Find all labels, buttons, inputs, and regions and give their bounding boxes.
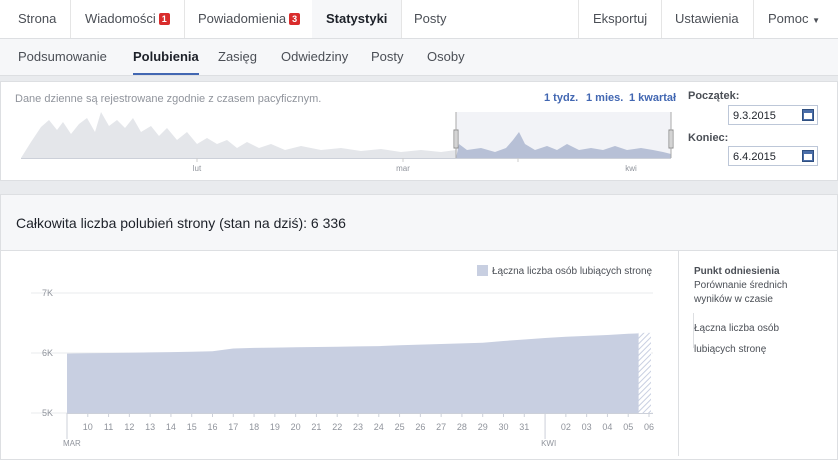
area — [67, 332, 649, 413]
start-input[interactable]: 9.3.2015 — [728, 105, 818, 125]
end-date: 6.4.2015 — [733, 151, 776, 163]
divider — [678, 251, 679, 456]
nav-label: Ustawienia — [675, 11, 739, 26]
nav-label: Strona — [18, 11, 57, 26]
x-tick-label: 23 — [353, 422, 363, 432]
x-tick-label: 06 — [644, 422, 654, 432]
x-tick-label: 25 — [395, 422, 405, 432]
overview-area — [21, 112, 456, 158]
side-item[interactable]: Łączna liczba osób lubiących stronę — [694, 323, 780, 355]
nav-label: Posty — [414, 11, 447, 26]
side-subtitle: Porównanie średnich wyników w czasie — [694, 280, 788, 305]
x-tick-label: 03 — [582, 422, 592, 432]
tab[interactable]: Podsumowanie — [18, 49, 107, 64]
x-tick-label: 04 — [602, 422, 612, 432]
x-tick-label: 29 — [478, 422, 488, 432]
calendar-icon[interactable] — [802, 109, 814, 121]
x-tick-label: 14 — [166, 422, 176, 432]
nav-item[interactable]: Statystyki — [312, 0, 403, 38]
y-tick-label: 7K — [42, 288, 53, 298]
x-tick-label: 17 — [228, 422, 238, 432]
x-tick-label: 24 — [374, 422, 384, 432]
start-date: 9.3.2015 — [733, 110, 776, 122]
nav-item[interactable]: Wiadomości 1 — [71, 0, 185, 38]
side-title: Punkt odniesienia — [694, 266, 780, 277]
chart: 5K 6K 7K Łączna liczba osób lubiących stron… — [31, 265, 654, 448]
range-preset[interactable]: 1 kwartał — [629, 92, 677, 104]
tab[interactable]: Osoby — [427, 49, 465, 64]
x-tick-label: 20 — [291, 422, 301, 432]
nav-item[interactable]: Powiadomienia 3 — [184, 0, 316, 38]
x-tick-label: 02 — [561, 422, 571, 432]
legend-label: Łączna liczba osób lubiących stronę — [492, 266, 653, 277]
x-tick-label: 18 — [249, 422, 259, 432]
x-tick-label: 11 — [104, 422, 113, 432]
y-tick-label: 6K — [42, 348, 53, 358]
chart-panel: 5K 6K 7K Łączna liczba osób lubiących stron… — [0, 250, 838, 460]
month-label: KWI — [541, 439, 556, 448]
nav-label: Pomoc — [768, 11, 809, 26]
top-nav: Strona Wiadomości 1 Powiadomienia 3 Statys… — [0, 0, 838, 39]
total-text: Całkowita liczba polubień strony (stan n… — [16, 215, 346, 231]
x-tick-label: 31 — [519, 422, 529, 432]
tab[interactable]: Zasięg — [218, 49, 258, 64]
nav-label: Statystyki — [326, 11, 388, 26]
nav-item[interactable]: Posty — [400, 0, 461, 38]
x-tick-label: 22 — [332, 422, 342, 432]
range-preset[interactable]: 1 mies. — [586, 92, 624, 104]
range-preset[interactable]: 1 tydz. — [544, 92, 579, 104]
x-tick-label: 16 — [207, 422, 217, 432]
x-tick-label: 05 — [623, 422, 633, 432]
start-label: Początek: — [688, 90, 740, 102]
overview-month: lut — [193, 164, 202, 173]
nav-label: Eksportuj — [593, 11, 648, 26]
x-tick-label: 10 — [83, 422, 93, 432]
nav-item[interactable]: Strona — [4, 0, 72, 38]
tab[interactable]: Posty — [371, 49, 404, 64]
nav-label: Powiadomienia — [198, 11, 287, 26]
x-tick-label: 21 — [311, 422, 321, 432]
badge: 3 — [289, 13, 301, 25]
sub-nav: Podsumowanie Polubienia Zasięg Odwiedzin… — [0, 39, 838, 76]
calendar-icon[interactable] — [802, 150, 814, 162]
nav-item[interactable]: Pomoc ▼ — [768, 11, 821, 26]
badge: 1 — [158, 13, 170, 25]
x-tick-label: 26 — [415, 422, 425, 432]
x-tick-label: 13 — [145, 422, 155, 432]
incomplete-day — [638, 332, 651, 413]
month-label: MAR — [63, 439, 81, 448]
overview-month: mar — [396, 164, 410, 173]
x-tick-label: 12 — [124, 422, 134, 432]
total-panel: Całkowita liczba polubień strony (stan n… — [0, 194, 838, 251]
y-tick-label: 5K — [42, 408, 53, 418]
overview-area-selected — [456, 132, 671, 158]
x-tick-label: 30 — [498, 422, 508, 432]
overview-chart: lut mar kwi — [21, 112, 674, 173]
range-panel: Dane dzienne są rejestrowane zgodnie z c… — [0, 81, 838, 181]
nav-label: Wiadomości — [85, 11, 156, 26]
end-label: Koniec: — [688, 132, 729, 144]
side-divider — [693, 313, 694, 348]
x-tick-label: 27 — [436, 422, 446, 432]
tab[interactable]: Polubienia — [133, 39, 199, 75]
legend-swatch — [477, 265, 488, 276]
nav-item[interactable]: Eksportuj — [578, 0, 663, 38]
nav-item[interactable]: Ustawienia — [661, 0, 754, 38]
end-input[interactable]: 6.4.2015 — [728, 146, 818, 166]
tab[interactable]: Odwiedziny — [281, 49, 349, 64]
x-tick-label: 28 — [457, 422, 467, 432]
x-tick-label: 15 — [187, 422, 197, 432]
note: Dane dzienne są rejestrowane zgodnie z c… — [15, 93, 322, 105]
x-tick-label: 19 — [270, 422, 280, 432]
overview-month: kwi — [625, 164, 637, 173]
